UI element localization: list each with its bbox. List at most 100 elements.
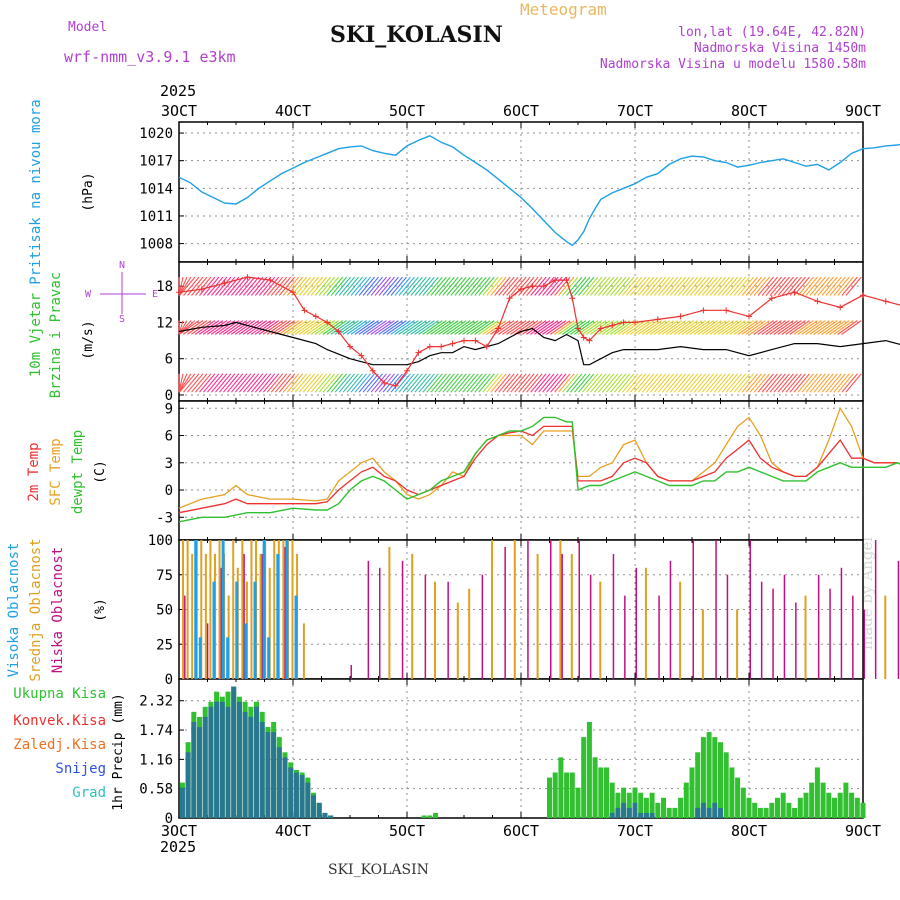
low-cloud-bar — [658, 595, 660, 679]
wind-barb — [669, 276, 687, 296]
wind-barb — [506, 320, 527, 335]
wind-barb — [538, 320, 559, 335]
wind-barb — [697, 320, 718, 335]
wind-barb — [721, 373, 739, 393]
wind-barb — [178, 320, 184, 335]
wind-barb — [681, 320, 703, 335]
wind-barb — [478, 320, 499, 335]
wind-barb — [350, 320, 371, 335]
wind-barb — [693, 373, 711, 393]
wind-barb — [226, 373, 244, 393]
y-tick-label: 6 — [165, 352, 173, 368]
y-tick-label: 1014 — [139, 181, 173, 197]
low-cloud-bar — [840, 567, 843, 679]
wind-barb — [246, 373, 264, 393]
snow-precip-bar — [322, 812, 328, 818]
wind-barb — [825, 373, 842, 393]
wind-barb — [203, 373, 220, 393]
wind-barb — [434, 276, 451, 296]
wind-gust-marker — [347, 343, 353, 350]
total-precip-bar — [820, 782, 826, 818]
mid-cloud-bar — [644, 567, 647, 679]
wind-barb — [777, 373, 794, 393]
wind-barb — [382, 276, 399, 296]
wind-barb — [713, 373, 731, 393]
wind-gust-marker — [563, 277, 570, 284]
total-precip-bar — [849, 792, 855, 818]
model-label: Model — [68, 20, 108, 35]
low-cloud-bar — [184, 595, 186, 679]
total-precip-bar — [792, 807, 798, 818]
wind-gust-marker — [580, 334, 587, 341]
wind-barb — [809, 276, 826, 296]
wind-barb — [805, 320, 826, 335]
y-tick-label: 25 — [156, 637, 173, 653]
wind-barb — [318, 276, 336, 296]
wind-barb — [302, 276, 320, 296]
low-cloud-bar — [561, 553, 563, 679]
snow-precip-bar — [185, 752, 191, 818]
wind-barb — [342, 320, 363, 335]
wind-barb — [709, 373, 727, 393]
wind-barb — [709, 320, 730, 335]
wind-gust-marker — [301, 307, 308, 314]
high-cloud-bar — [294, 595, 298, 679]
wind-barb — [585, 320, 607, 335]
low-cloud-bar — [504, 546, 506, 679]
snow-precip-bar — [311, 795, 317, 818]
wind-barb — [550, 373, 567, 393]
wind-barb — [370, 320, 391, 335]
low-cloud-bar — [795, 602, 797, 679]
wind-barb — [278, 276, 296, 296]
wind-barb — [450, 373, 467, 393]
total-precip-bar — [581, 737, 587, 818]
wind-barb — [841, 276, 858, 296]
mid-cloud-bar — [559, 540, 562, 679]
snow-precip-bar — [328, 815, 334, 818]
wind-barb — [554, 373, 571, 393]
wind-barb — [582, 276, 599, 296]
high-cloud-bar — [194, 540, 198, 679]
wind-barb — [689, 276, 707, 296]
wind-gust-marker — [700, 307, 707, 314]
wind-gust-marker — [369, 367, 376, 374]
wind-barb — [238, 373, 256, 393]
wind-barb — [278, 320, 300, 335]
low-cloud-bar — [284, 546, 286, 679]
wind-gust-marker — [746, 313, 752, 320]
wind-barb — [733, 373, 750, 393]
wind-barb — [362, 276, 379, 296]
wind-barb — [362, 320, 383, 335]
wind-barb — [386, 276, 403, 296]
mid-cloud-bar — [250, 540, 253, 679]
wind-barb — [594, 373, 611, 393]
wind-barb — [342, 276, 359, 296]
wind-barb — [298, 320, 319, 335]
wind-barb — [669, 373, 687, 393]
wind-barb — [817, 320, 838, 335]
wind-gust-marker — [483, 343, 490, 350]
wind-barb — [781, 320, 802, 335]
total-precip-bar — [427, 815, 433, 818]
wind-barb — [809, 320, 830, 335]
wind-barb — [645, 373, 663, 393]
total-precip-bar — [666, 807, 672, 818]
wind-barb — [234, 276, 252, 296]
wind-gust-marker — [335, 328, 342, 335]
wind-barb — [629, 276, 647, 296]
wind-barb — [701, 320, 722, 335]
wind-barb — [386, 373, 403, 393]
wind-barb — [534, 373, 551, 393]
wind-gust-marker — [860, 292, 866, 299]
wind-barb — [777, 320, 798, 335]
wind-barb — [661, 276, 679, 296]
wind-barb — [486, 276, 503, 296]
snow-precip-bar — [202, 716, 208, 818]
wind-barb — [597, 320, 619, 335]
wind-barb — [230, 276, 248, 296]
wind-barb — [761, 373, 778, 393]
mid-cloud-bar — [736, 609, 739, 679]
wind-barb — [394, 276, 411, 296]
wind-barb — [693, 276, 711, 296]
wind-barb — [482, 373, 499, 393]
